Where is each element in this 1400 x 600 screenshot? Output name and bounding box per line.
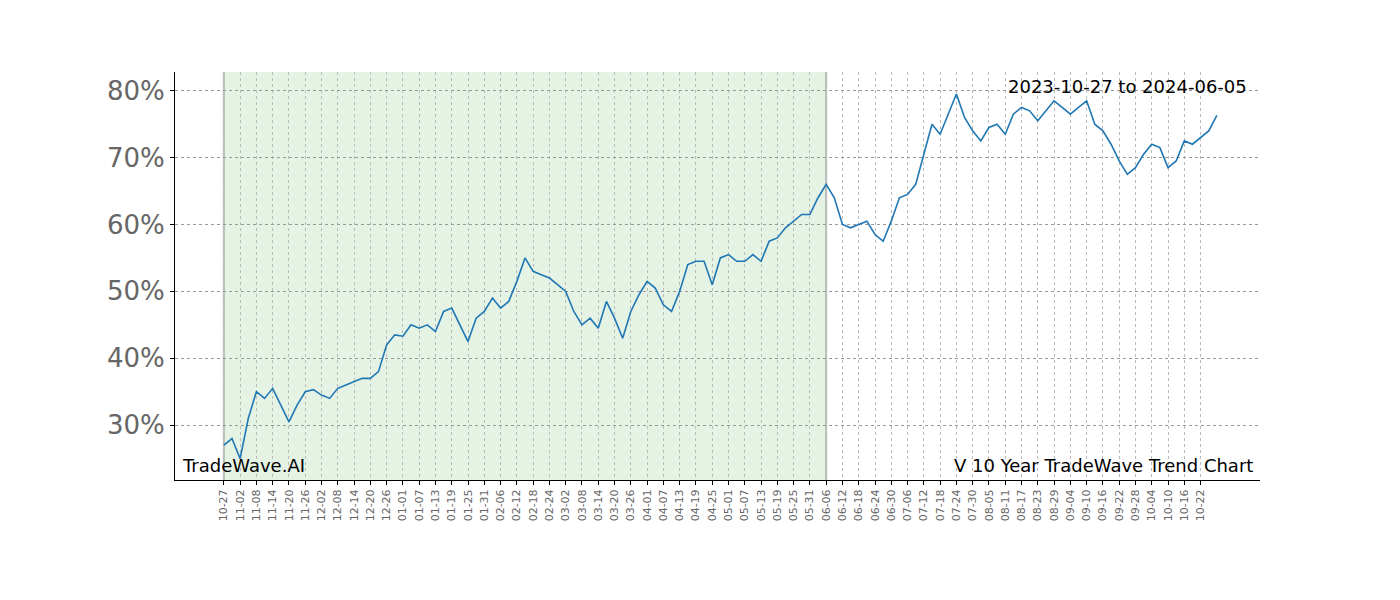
svg-text:04-07: 04-07: [657, 489, 670, 521]
svg-text:60%: 60%: [107, 210, 165, 240]
svg-text:06-12: 06-12: [836, 489, 849, 521]
svg-text:12-14: 12-14: [348, 489, 361, 521]
svg-text:80%: 80%: [107, 76, 165, 106]
svg-text:01-13: 01-13: [429, 489, 442, 521]
svg-text:05-25: 05-25: [787, 489, 800, 521]
svg-text:03-26: 03-26: [624, 489, 637, 521]
svg-text:02-12: 02-12: [510, 489, 523, 521]
svg-text:01-07: 01-07: [413, 489, 426, 521]
svg-text:01-25: 01-25: [462, 489, 475, 521]
svg-text:02-06: 02-06: [494, 489, 507, 521]
svg-text:06-06: 06-06: [820, 489, 833, 521]
svg-text:03-08: 03-08: [576, 489, 589, 521]
svg-text:05-19: 05-19: [771, 489, 784, 521]
svg-text:01-19: 01-19: [445, 489, 458, 521]
svg-text:08-29: 08-29: [1048, 489, 1061, 521]
svg-text:05-13: 05-13: [755, 489, 768, 521]
svg-text:06-18: 06-18: [852, 489, 865, 521]
svg-text:08-23: 08-23: [1031, 489, 1044, 521]
svg-text:10-16: 10-16: [1178, 489, 1191, 521]
svg-text:02-24: 02-24: [543, 489, 556, 521]
svg-text:11-20: 11-20: [283, 489, 296, 521]
svg-text:04-19: 04-19: [690, 489, 703, 521]
svg-text:04-25: 04-25: [706, 489, 719, 521]
svg-text:04-01: 04-01: [641, 489, 654, 521]
svg-text:09-10: 09-10: [1080, 489, 1093, 521]
svg-text:2023-10-27 to 2024-06-05: 2023-10-27 to 2024-06-05: [1008, 76, 1247, 97]
svg-text:12-08: 12-08: [331, 489, 344, 521]
svg-text:09-04: 09-04: [1064, 489, 1077, 521]
svg-text:01-31: 01-31: [478, 489, 491, 521]
svg-text:07-12: 07-12: [917, 489, 930, 521]
svg-text:11-08: 11-08: [250, 489, 263, 521]
svg-text:12-20: 12-20: [364, 489, 377, 521]
svg-text:11-02: 11-02: [234, 489, 247, 521]
svg-text:TradeWave.AI: TradeWave.AI: [182, 455, 305, 476]
svg-text:03-02: 03-02: [559, 489, 572, 521]
svg-text:07-24: 07-24: [950, 489, 963, 521]
svg-text:50%: 50%: [107, 276, 165, 306]
svg-text:05-07: 05-07: [738, 489, 751, 521]
svg-text:03-14: 03-14: [592, 489, 605, 521]
svg-text:09-22: 09-22: [1113, 489, 1126, 521]
svg-text:05-01: 05-01: [722, 489, 735, 521]
svg-text:09-16: 09-16: [1096, 489, 1109, 521]
svg-text:V 10 Year TradeWave Trend Char: V 10 Year TradeWave Trend Chart: [954, 455, 1253, 476]
svg-text:03-20: 03-20: [608, 489, 621, 521]
svg-text:04-13: 04-13: [673, 489, 686, 521]
svg-text:11-26: 11-26: [299, 489, 312, 521]
svg-text:05-31: 05-31: [803, 489, 816, 521]
svg-text:08-05: 08-05: [983, 489, 996, 521]
svg-text:11-14: 11-14: [266, 489, 279, 521]
svg-text:10-27: 10-27: [217, 489, 230, 521]
svg-text:07-06: 07-06: [901, 489, 914, 521]
svg-text:02-18: 02-18: [527, 489, 540, 521]
svg-text:06-30: 06-30: [885, 489, 898, 521]
svg-text:10-04: 10-04: [1145, 489, 1158, 521]
svg-text:10-10: 10-10: [1162, 489, 1175, 521]
svg-text:08-11: 08-11: [999, 489, 1012, 521]
svg-text:40%: 40%: [107, 343, 165, 373]
svg-text:12-02: 12-02: [315, 489, 328, 521]
svg-text:10-22: 10-22: [1194, 489, 1207, 521]
svg-text:09-28: 09-28: [1129, 489, 1142, 521]
svg-text:07-18: 07-18: [934, 489, 947, 521]
svg-text:30%: 30%: [107, 410, 165, 440]
svg-text:12-26: 12-26: [380, 489, 393, 521]
svg-text:06-24: 06-24: [869, 489, 882, 521]
svg-text:70%: 70%: [107, 143, 165, 173]
svg-text:01-01: 01-01: [396, 489, 409, 521]
svg-text:08-17: 08-17: [1015, 489, 1028, 521]
svg-text:07-30: 07-30: [966, 489, 979, 521]
